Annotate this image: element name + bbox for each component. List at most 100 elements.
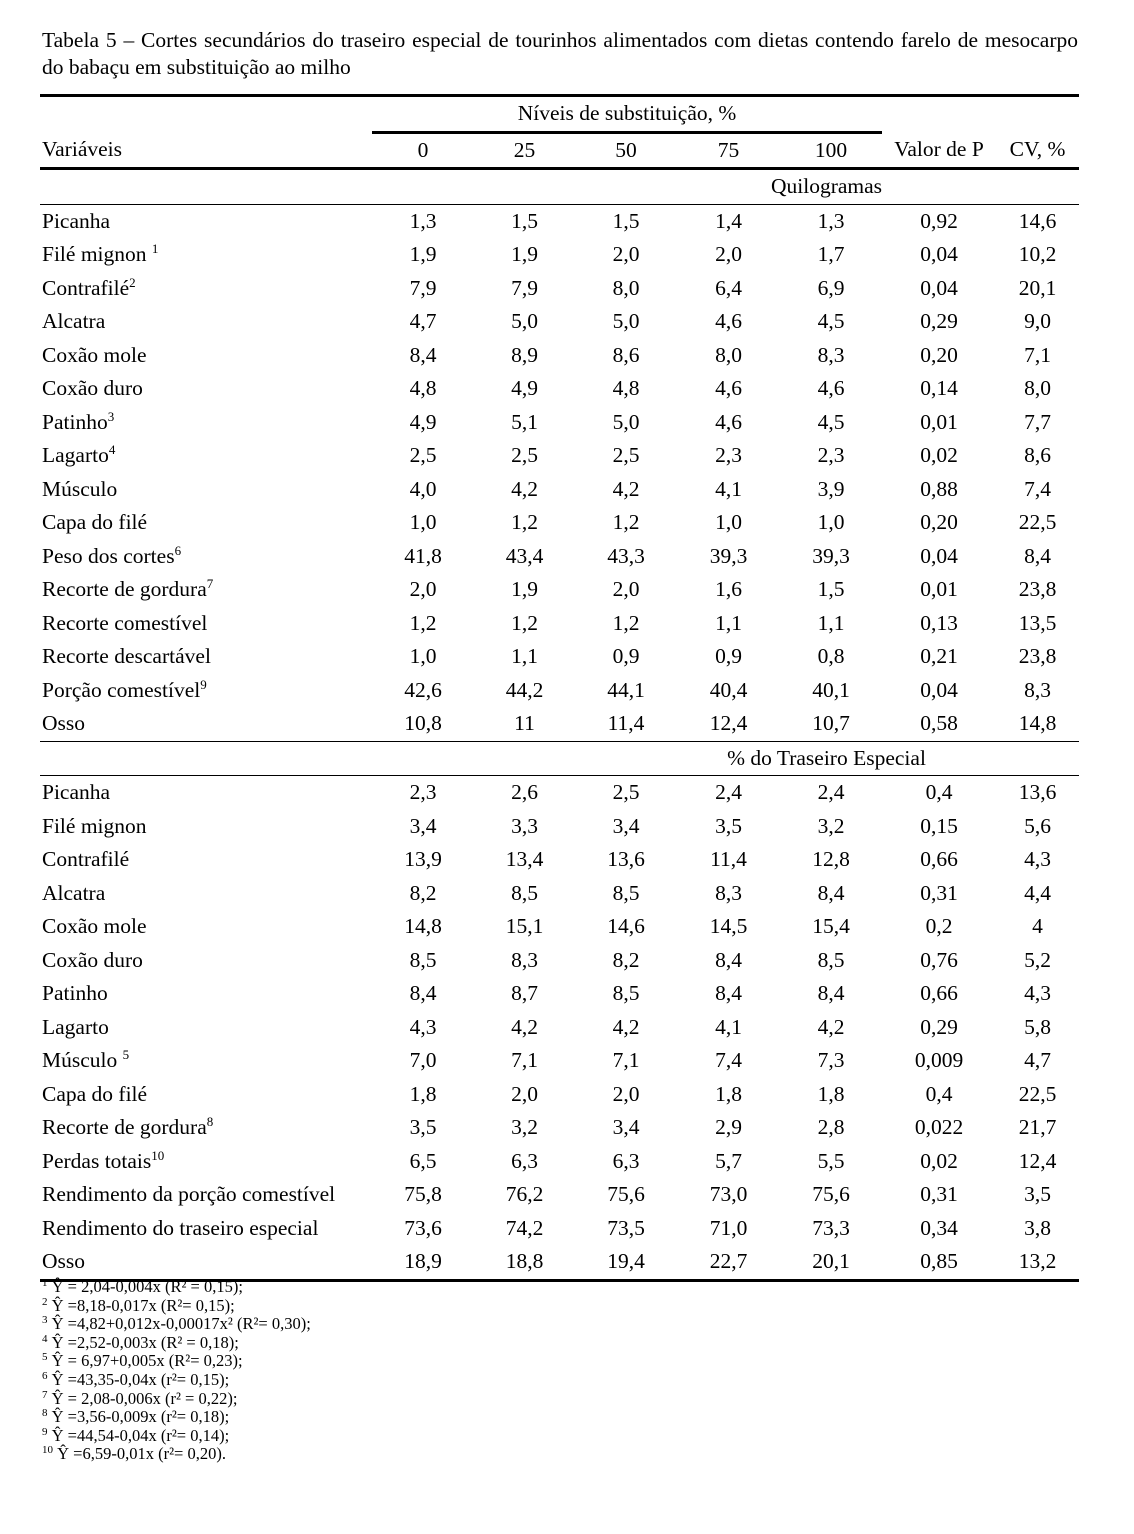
- value-cell: 11: [514, 711, 535, 735]
- row-label-text: Osso: [42, 711, 86, 735]
- value-cell: 1,8: [817, 1081, 845, 1106]
- value-cell: 2,4: [780, 775, 882, 810]
- value-cell: 73,0: [709, 1182, 748, 1206]
- value-cell: 2,0: [409, 577, 437, 601]
- value-cell: 0,88: [920, 476, 958, 501]
- table-row: Picanha 1,3 1,5 1,5 1,4 1,3 0,92 14,6: [40, 203, 1079, 238]
- table-row: Capa do filé 1,0 1,2 1,2 1,0 1,0 0,20 22,5: [40, 506, 1079, 540]
- value-cell: 2,0: [715, 242, 742, 266]
- value-cell: 1,1: [715, 610, 742, 635]
- row-label: Perdas totais10: [40, 1145, 372, 1179]
- value-cell: 0,29: [920, 309, 958, 333]
- value-cell: 2,3: [715, 443, 742, 467]
- value-cell: 71,0: [709, 1215, 748, 1240]
- footnote: 7 Ŷ = 2,08-0,006x (r² = 0,22);: [42, 1388, 311, 1409]
- value-cell: 8,4: [1024, 543, 1051, 568]
- value-cell: 4,9: [511, 376, 538, 400]
- row-label: Alcatra: [40, 877, 372, 911]
- row-label-text: Lagarto: [42, 1014, 109, 1039]
- table-row: Coxão duro 8,5 8,3 8,2 8,4 8,5 0,76 5,2: [40, 944, 1079, 978]
- table-row: Recorte de gordura8 3,5 3,2 3,4 2,9 2,8 0,022 2…: [40, 1111, 1079, 1145]
- table-row: Alcatra 4,7 5,0 5,0 4,6 4,5 0,29 9,0: [40, 305, 1079, 339]
- value-cell: 2,9: [715, 1115, 742, 1139]
- value-cell: 5,7: [715, 1148, 742, 1173]
- row-label: Rendimento do traseiro especial: [40, 1212, 372, 1246]
- value-cell: 3,4: [409, 813, 437, 838]
- row-label: Contrafilé2: [40, 272, 372, 306]
- value-cell: 41,8: [404, 543, 442, 568]
- footnote-equation: Ŷ = 6,97+0,005x (R²= 0,23);: [51, 1351, 243, 1371]
- table-row: Coxão mole 8,4 8,9 8,6 8,0 8,3 0,20 7,1: [40, 339, 1079, 373]
- value-cell: 8,5: [612, 880, 640, 905]
- value-cell: 8,3: [511, 947, 538, 972]
- value-cell: 4,2: [511, 1014, 538, 1039]
- footnote-number: 7: [42, 1388, 48, 1401]
- value-cell: 4,7: [1024, 1048, 1051, 1072]
- value-cell: 8,5: [612, 981, 640, 1005]
- value-cell: 6,9: [817, 275, 845, 300]
- value-cell: 4,9: [409, 409, 437, 434]
- value-cell: 0,022: [914, 1115, 964, 1139]
- row-label-text: Filé mignon: [42, 813, 147, 838]
- value-cell: 2,5: [575, 775, 677, 810]
- footnote: 5 Ŷ = 6,97+0,005x (R²= 0,23);: [42, 1352, 311, 1371]
- value-cell: 4,3: [1024, 847, 1051, 871]
- table-row: Contrafilé2 7,9 7,9 8,0 6,4 6,9 0,04 20,1: [40, 272, 1079, 306]
- value-cell: 2,5: [511, 443, 538, 467]
- value-cell: 7,4: [715, 1048, 742, 1072]
- value-cell: 73,5: [607, 1215, 645, 1240]
- value-cell: 0,31: [920, 880, 958, 905]
- row-label: Coxão mole: [40, 339, 372, 373]
- row-label-text: Capa do filé: [42, 510, 148, 534]
- value-cell: 8,6: [1024, 443, 1051, 467]
- row-label-text: Recorte de gordura: [42, 577, 207, 601]
- value-cell: 75,6: [607, 1182, 645, 1206]
- value-cell: 22,7: [677, 1245, 780, 1282]
- value-cell: 13,9: [404, 847, 442, 871]
- value-cell: 0,66: [920, 847, 958, 871]
- row-label-text: Porção comestível: [42, 677, 201, 702]
- value-cell: 4: [1032, 914, 1043, 938]
- value-cell: 1,1: [511, 644, 538, 668]
- value-cell: 8,7: [511, 981, 538, 1005]
- value-cell: 0,29: [920, 1014, 958, 1039]
- value-cell: 22,5: [1018, 510, 1057, 534]
- row-label-text: Filé mignon: [42, 242, 152, 266]
- footnote-equation: Ŷ =44,54-0,04x (r²= 0,14);: [51, 1425, 230, 1445]
- value-cell: 11,4: [710, 847, 747, 871]
- value-cell: 2,8: [817, 1115, 845, 1139]
- value-cell: 2,0: [511, 1081, 538, 1106]
- footnote-ref: 5: [122, 1047, 130, 1062]
- value-cell: 0,14: [920, 376, 958, 400]
- value-cell: 20,1: [780, 1245, 882, 1282]
- row-label: Porção comestível9: [40, 674, 372, 708]
- value-cell: 8,4: [715, 981, 742, 1005]
- value-cell: 40,1: [812, 677, 850, 702]
- row-label: Patinho: [40, 977, 372, 1011]
- value-cell: 2,3: [372, 775, 474, 810]
- row-label-text: Coxão duro: [42, 947, 143, 972]
- table-row: Músculo 5 7,0 7,1 7,1 7,4 7,3 0,009 4,7: [40, 1044, 1079, 1078]
- value-cell: 39,3: [709, 543, 748, 568]
- table-row: Picanha 2,3 2,6 2,5 2,4 2,4 0,4 13,6: [40, 775, 1079, 810]
- row-label: Picanha: [40, 203, 372, 238]
- value-cell: 0,13: [920, 610, 958, 635]
- value-cell: 8,3: [1024, 677, 1051, 702]
- value-cell: 4,3: [1024, 981, 1051, 1005]
- value-cell: 0,009: [914, 1048, 964, 1072]
- value-cell: 4,1: [715, 1014, 742, 1039]
- footnote: 6 Ŷ =43,35-0,04x (r²= 0,15);: [42, 1370, 311, 1390]
- value-cell: 6,3: [511, 1148, 538, 1173]
- value-cell: 1,4: [677, 203, 780, 238]
- table-row: Contrafilé 13,9 13,4 13,6 11,4 12,8 0,66 4,3: [40, 843, 1079, 877]
- value-cell: 74,2: [505, 1215, 544, 1240]
- footnote: 10 Ŷ =6,59-0,01x (r²= 0,20).: [42, 1445, 311, 1464]
- value-cell: 2,0: [612, 1081, 640, 1106]
- value-cell: 76,2: [505, 1182, 544, 1206]
- value-cell: 4,8: [612, 376, 640, 400]
- p-value-header: Valor de P: [882, 132, 996, 170]
- value-cell: 40,4: [709, 677, 748, 702]
- footnote: 3 Ŷ =4,82+0,012x-0,00017x² (R²= 0,30);: [42, 1314, 311, 1334]
- row-label-text: Recorte de gordura: [42, 1115, 207, 1139]
- table-row: Peso dos cortes6 41,8 43,4 43,3 39,3 39,3 0,04…: [40, 540, 1079, 574]
